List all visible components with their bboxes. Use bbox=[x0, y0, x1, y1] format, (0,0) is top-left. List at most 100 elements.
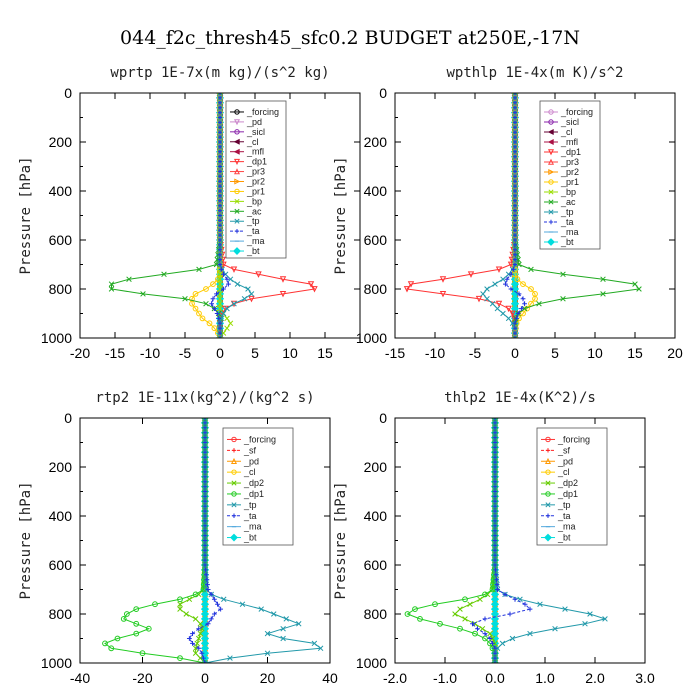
data-point bbox=[202, 449, 208, 455]
data-point bbox=[467, 271, 475, 278]
y-tick-label: 0 bbox=[379, 85, 387, 101]
data-point bbox=[492, 418, 498, 421]
legend-marker bbox=[547, 238, 555, 246]
legend-marker bbox=[233, 168, 241, 175]
data-point bbox=[202, 498, 208, 504]
data-point bbox=[528, 266, 534, 273]
data-point bbox=[492, 469, 498, 475]
data-point bbox=[500, 276, 506, 282]
legend-marker bbox=[548, 219, 554, 225]
data-point bbox=[503, 281, 508, 287]
data-point bbox=[217, 100, 223, 106]
legend-label: _sicl bbox=[246, 127, 265, 137]
y-tick-label: 200 bbox=[364, 459, 388, 475]
legend-marker bbox=[233, 158, 241, 165]
data-point bbox=[217, 335, 223, 338]
legend-label: _pr1 bbox=[246, 186, 265, 196]
data-point bbox=[512, 173, 518, 179]
data-point bbox=[139, 650, 146, 657]
data-point bbox=[512, 252, 518, 258]
legend-marker bbox=[547, 128, 554, 136]
data-point bbox=[177, 596, 183, 603]
data-point bbox=[197, 621, 204, 627]
data-point bbox=[217, 213, 223, 218]
data-point bbox=[202, 503, 208, 509]
data-point bbox=[195, 635, 202, 642]
legend-label: _dp1 bbox=[243, 489, 264, 499]
data-point bbox=[512, 203, 518, 209]
legend-marker bbox=[545, 480, 551, 486]
y-tick-label: 800 bbox=[364, 281, 388, 297]
data-point bbox=[492, 655, 498, 661]
data-point bbox=[307, 281, 315, 288]
data-point bbox=[477, 596, 483, 603]
data-point bbox=[515, 311, 521, 316]
data-point bbox=[182, 296, 188, 302]
data-point bbox=[202, 454, 208, 460]
data-point bbox=[202, 528, 208, 534]
data-point bbox=[114, 635, 121, 642]
panels-group: wprtp 1E-7x(m kg)/(s^2 kg) Pressure [hPa]… bbox=[18, 65, 683, 686]
x-tick-label: -5 bbox=[469, 345, 482, 361]
data-point bbox=[311, 286, 318, 293]
legend-label: _ta bbox=[243, 511, 257, 521]
data-point bbox=[204, 577, 210, 583]
data-point bbox=[512, 325, 518, 331]
data-point bbox=[183, 611, 190, 617]
legend-label: _sf bbox=[557, 445, 571, 455]
data-point bbox=[494, 582, 500, 587]
legend-label: _bp bbox=[246, 196, 262, 206]
data-point bbox=[452, 611, 458, 617]
legend-label: _tp bbox=[243, 500, 257, 510]
data-point bbox=[484, 286, 490, 292]
legend-label: _forcing bbox=[243, 434, 276, 444]
data-point bbox=[202, 479, 208, 485]
data-point bbox=[437, 620, 443, 627]
data-point bbox=[512, 208, 518, 213]
data-point bbox=[224, 276, 230, 282]
data-point bbox=[520, 281, 526, 288]
data-point bbox=[202, 464, 208, 470]
data-point bbox=[475, 295, 483, 303]
x-tick-label: 3.0 bbox=[635, 670, 655, 686]
data-point bbox=[102, 640, 108, 647]
data-point bbox=[492, 494, 498, 499]
legend-label: _cl bbox=[243, 467, 256, 477]
data-point bbox=[199, 650, 205, 656]
x-tick-label: 2.0 bbox=[585, 670, 605, 686]
data-point bbox=[217, 110, 223, 115]
data-point bbox=[512, 95, 518, 101]
data-point bbox=[217, 105, 223, 111]
data-point bbox=[600, 276, 606, 282]
legend-label: _dp2 bbox=[557, 478, 578, 488]
data-point bbox=[505, 315, 512, 322]
data-point bbox=[230, 300, 238, 308]
data-point bbox=[492, 543, 498, 548]
data-point bbox=[202, 494, 208, 499]
legend-marker bbox=[234, 109, 240, 115]
legend-label: _bp bbox=[560, 187, 576, 197]
data-point bbox=[218, 606, 224, 612]
legend-marker bbox=[233, 247, 241, 255]
data-point bbox=[472, 630, 478, 637]
data-point bbox=[202, 430, 208, 436]
data-point bbox=[492, 459, 498, 465]
data-point bbox=[217, 320, 223, 326]
data-point bbox=[217, 262, 223, 267]
data-point bbox=[217, 300, 223, 307]
data-point bbox=[217, 252, 223, 258]
x-tick-label: -40 bbox=[70, 670, 90, 686]
data-point bbox=[202, 660, 208, 663]
data-point bbox=[211, 325, 218, 332]
data-point bbox=[492, 445, 498, 450]
data-point bbox=[217, 271, 223, 278]
legend-label: _cl bbox=[246, 137, 259, 147]
data-point bbox=[224, 325, 230, 331]
data-point bbox=[487, 636, 493, 641]
data-point bbox=[560, 296, 566, 302]
data-point bbox=[492, 557, 498, 563]
data-point bbox=[492, 418, 498, 421]
data-point bbox=[196, 266, 202, 273]
y-tick-label: 600 bbox=[49, 557, 73, 573]
